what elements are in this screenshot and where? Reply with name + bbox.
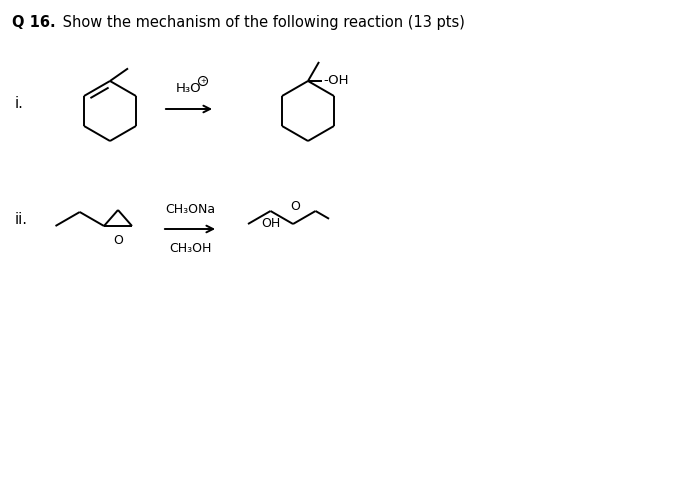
Text: O: O: [113, 234, 123, 247]
Text: O: O: [290, 200, 300, 213]
Text: i.: i.: [15, 96, 24, 112]
Text: Q 16.: Q 16.: [12, 15, 56, 30]
Text: -OH: -OH: [323, 75, 348, 87]
Text: ii.: ii.: [15, 211, 28, 227]
Text: CH₃OH: CH₃OH: [169, 242, 211, 255]
Text: Show the mechanism of the following reaction (13 pts): Show the mechanism of the following reac…: [58, 15, 465, 30]
Text: +: +: [200, 78, 206, 84]
Text: H₃O: H₃O: [176, 82, 202, 95]
Text: OH: OH: [261, 217, 280, 230]
Text: CH₃ONa: CH₃ONa: [165, 203, 215, 216]
